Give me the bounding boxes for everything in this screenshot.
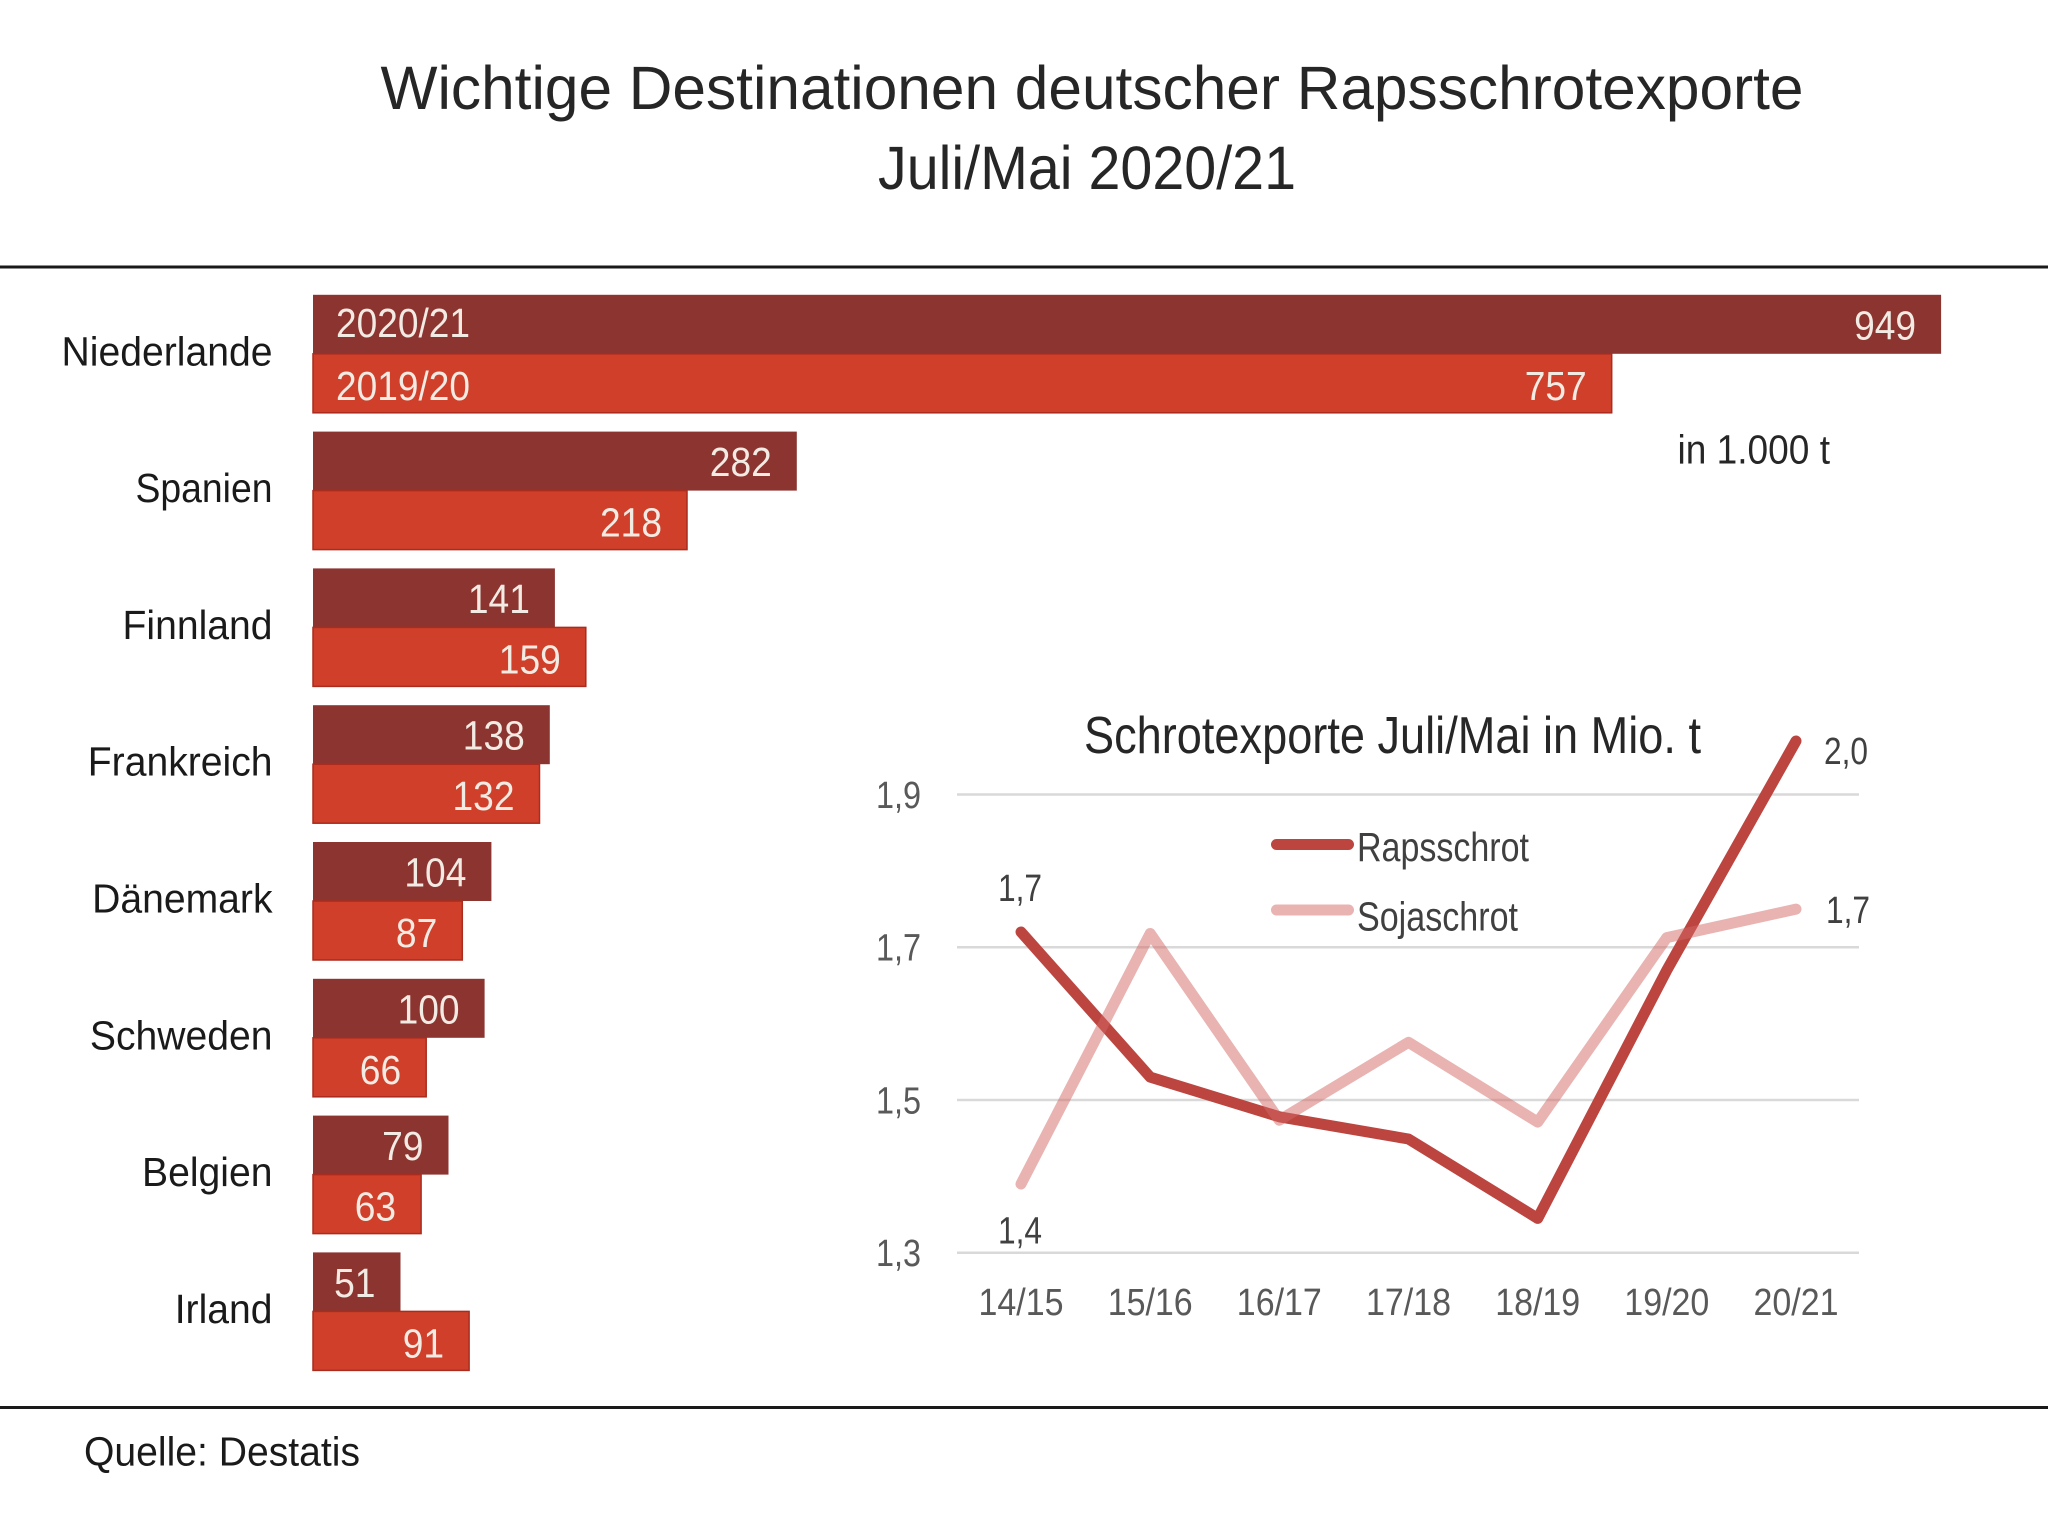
svg-text:Quelle: Destatis: Quelle: Destatis — [84, 1428, 360, 1474]
svg-text:Spanien: Spanien — [136, 465, 273, 511]
svg-text:Irland: Irland — [175, 1286, 273, 1332]
svg-text:17/18: 17/18 — [1366, 1282, 1451, 1324]
svg-text:1,5: 1,5 — [876, 1080, 921, 1122]
svg-text:159: 159 — [499, 636, 561, 682]
svg-text:14/15: 14/15 — [979, 1282, 1064, 1324]
svg-text:Finnland: Finnland — [123, 602, 273, 648]
svg-text:Schweden: Schweden — [90, 1012, 273, 1058]
svg-text:Sojaschrot: Sojaschrot — [1357, 893, 1518, 939]
svg-text:Belgien: Belgien — [142, 1149, 273, 1195]
svg-text:1,4: 1,4 — [998, 1211, 1042, 1253]
svg-text:2019/20: 2019/20 — [336, 363, 470, 409]
svg-text:15/16: 15/16 — [1108, 1282, 1193, 1324]
svg-text:20/21: 20/21 — [1754, 1282, 1839, 1324]
svg-text:1,7: 1,7 — [1826, 890, 1870, 932]
svg-text:63: 63 — [355, 1184, 396, 1230]
svg-text:Juli/Mai 2020/21: Juli/Mai 2020/21 — [878, 134, 1296, 202]
svg-text:66: 66 — [360, 1047, 401, 1093]
svg-text:218: 218 — [600, 500, 662, 546]
svg-text:138: 138 — [463, 713, 525, 759]
svg-text:Schrotexporte Juli/Mai in Mio.: Schrotexporte Juli/Mai in Mio. t — [1084, 707, 1701, 765]
svg-text:1,7: 1,7 — [876, 928, 921, 970]
svg-text:100: 100 — [398, 986, 460, 1032]
svg-text:104: 104 — [404, 850, 466, 896]
svg-text:Wichtige Destinationen deutsch: Wichtige Destinationen deutscher Rapssch… — [381, 54, 1804, 122]
svg-text:51: 51 — [334, 1260, 375, 1306]
svg-text:1,7: 1,7 — [998, 868, 1042, 910]
svg-text:2,0: 2,0 — [1824, 731, 1868, 773]
svg-text:in 1.000 t: in 1.000 t — [1678, 426, 1831, 472]
svg-text:18/19: 18/19 — [1495, 1282, 1580, 1324]
svg-text:Frankreich: Frankreich — [88, 739, 273, 785]
svg-text:141: 141 — [468, 576, 530, 622]
svg-text:1,9: 1,9 — [876, 775, 921, 817]
svg-text:2020/21: 2020/21 — [336, 300, 470, 346]
svg-text:19/20: 19/20 — [1624, 1282, 1709, 1324]
svg-text:949: 949 — [1854, 302, 1916, 348]
svg-text:Dänemark: Dänemark — [92, 876, 273, 922]
svg-text:282: 282 — [710, 439, 772, 485]
svg-text:Niederlande: Niederlande — [62, 328, 273, 374]
svg-text:Rapsschrot: Rapsschrot — [1357, 824, 1529, 870]
svg-text:79: 79 — [382, 1123, 423, 1169]
svg-text:87: 87 — [396, 910, 437, 956]
svg-text:1,3: 1,3 — [876, 1233, 921, 1275]
svg-text:132: 132 — [453, 773, 515, 819]
svg-text:91: 91 — [403, 1320, 444, 1366]
svg-text:757: 757 — [1525, 363, 1587, 409]
svg-text:16/17: 16/17 — [1237, 1282, 1322, 1324]
